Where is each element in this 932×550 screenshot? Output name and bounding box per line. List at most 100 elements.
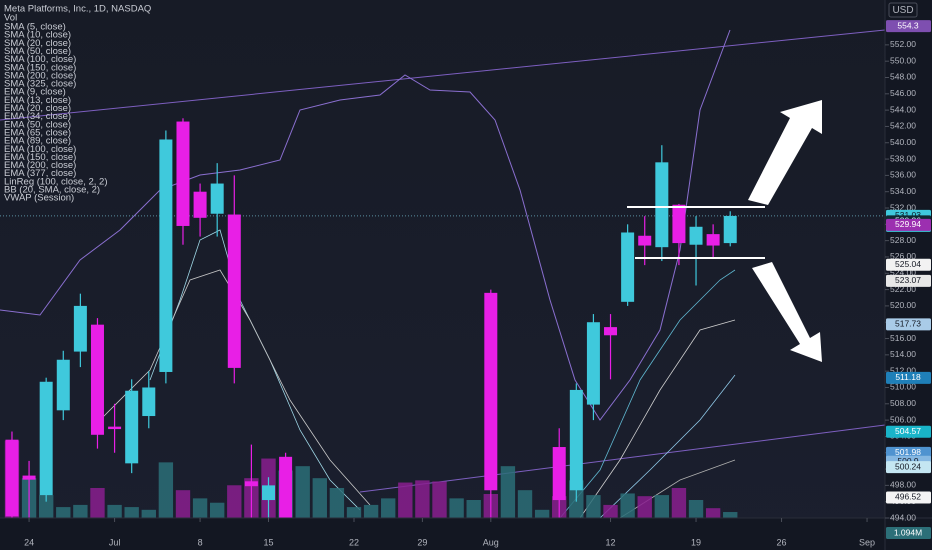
price-badge	[886, 218, 931, 231]
legend-item: EMA (150, close)	[4, 152, 76, 163]
legend-item: LinReg (100, close, 2, 2)	[4, 176, 108, 187]
legend-item: SMA (325, close)	[4, 79, 76, 90]
volume-bar	[620, 493, 635, 518]
y-tick-label: 540.00	[890, 137, 916, 147]
volume-bar	[723, 512, 738, 518]
candle-body	[672, 204, 686, 244]
price-badge-label: 511.18	[895, 372, 921, 382]
volume-bar	[329, 488, 345, 518]
legend-item: EMA (9, close)	[4, 87, 66, 98]
price-badge-label: 523.07	[895, 275, 921, 285]
candle-body	[108, 426, 122, 430]
volume-bar	[705, 508, 721, 518]
candle-body	[73, 305, 87, 352]
price-badge-label: 501.98	[895, 447, 921, 457]
candle-body	[39, 381, 53, 496]
y-tick-label: 534.00	[890, 186, 916, 196]
volume-bar	[38, 495, 54, 518]
y-tick-label: 548.00	[890, 72, 916, 82]
volume-bar	[432, 481, 447, 518]
volume-bar	[227, 485, 242, 518]
volume-bar	[500, 466, 516, 518]
linreg-upper	[0, 29, 885, 121]
volume-bar	[107, 504, 122, 518]
legend-item: EMA (377, close)	[4, 168, 76, 179]
price-badge-label: 500.24	[895, 461, 921, 471]
chart-title: Meta Platforms, Inc., 1D, NASDAQ	[4, 4, 151, 15]
volume-bar	[654, 495, 670, 518]
volume-bar	[603, 504, 618, 518]
price-badge	[886, 491, 931, 504]
y-tick-label: 506.00	[890, 414, 916, 424]
legend-item: SMA (5, close)	[4, 22, 66, 33]
volume-bar	[688, 500, 704, 518]
candle-body	[604, 327, 618, 336]
legend-item: EMA (34, close)	[4, 111, 71, 122]
volume-bar	[586, 495, 601, 518]
price-badge	[886, 20, 931, 33]
x-tick-label: 8	[198, 537, 203, 547]
y-tick-label: 498.00	[890, 480, 916, 490]
price-badge	[886, 318, 931, 331]
legend-item: SMA (50, close)	[4, 46, 71, 57]
y-tick-label: 538.00	[890, 153, 916, 163]
linreg-lower	[359, 424, 885, 493]
volume-bar	[415, 480, 430, 518]
price-badge-label: 531.03	[895, 210, 921, 220]
volume-bar	[192, 498, 208, 518]
volume-bar	[175, 490, 191, 518]
candle-body	[56, 359, 70, 411]
legend-item: EMA (89, close)	[4, 136, 71, 147]
candle-body	[586, 322, 600, 405]
price-badge	[886, 258, 931, 271]
candle-body	[227, 214, 241, 368]
sma	[579, 319, 736, 518]
currency[interactable]: USD	[892, 5, 913, 16]
volume-bar	[381, 498, 396, 518]
volume-bar	[671, 488, 687, 518]
price-badge-label: 504.57	[895, 426, 921, 436]
price-badge-label: 529.94	[895, 219, 921, 229]
legend-item: EMA (13, close)	[4, 95, 71, 106]
currency-button[interactable]	[888, 2, 918, 18]
price-badge-label: 496.52	[895, 492, 921, 502]
legend-item: SMA (20, close)	[4, 38, 71, 49]
volume-badge	[886, 527, 931, 539]
volume-title: Vol	[4, 13, 17, 24]
legend: SMA (5, close)SMA (10, close)SMA (20, cl…	[4, 22, 108, 204]
y-tick-label: 544.00	[890, 104, 916, 114]
candle-body	[159, 139, 173, 372]
volume-bar	[466, 500, 481, 518]
volume-bar	[210, 502, 225, 518]
candle-body	[279, 456, 293, 518]
legend-item: EMA (50, close)	[4, 119, 71, 130]
legend-item: EMA (65, close)	[4, 127, 71, 138]
y-tick-label: 508.00	[890, 398, 916, 408]
x-tick-label: 24	[24, 537, 34, 547]
y-tick-label: 520.00	[890, 300, 916, 310]
y-tick-label: 516.00	[890, 333, 916, 343]
y-tick-label: 512.00	[890, 365, 916, 375]
volume-bar	[346, 507, 362, 518]
candles-layer	[0, 118, 885, 518]
price-badge	[886, 274, 931, 287]
y-tick-label: 532.00	[890, 202, 916, 212]
x-tick-label: 29	[417, 537, 427, 547]
axes-layer: 494.00496.00498.00500.00502.00504.00506.…	[24, 20, 931, 547]
time-axis	[0, 518, 885, 550]
volume-bar	[449, 498, 464, 518]
x-tick-label: 15	[263, 537, 273, 547]
candle-body	[484, 292, 498, 491]
volume-bar	[73, 504, 88, 518]
price-badge-label: 517.73	[895, 319, 921, 329]
x-tick-label: 19	[691, 537, 701, 547]
candle-body	[261, 485, 275, 501]
candle-body	[22, 475, 36, 480]
y-tick-label: 510.00	[890, 382, 916, 392]
price-badge-label: 500.9	[897, 456, 919, 466]
annotations	[627, 100, 822, 362]
y-tick-label: 550.00	[890, 55, 916, 65]
volume-bar	[158, 462, 174, 518]
candle-body	[569, 389, 583, 491]
legend-item: SMA (100, close)	[4, 54, 76, 65]
